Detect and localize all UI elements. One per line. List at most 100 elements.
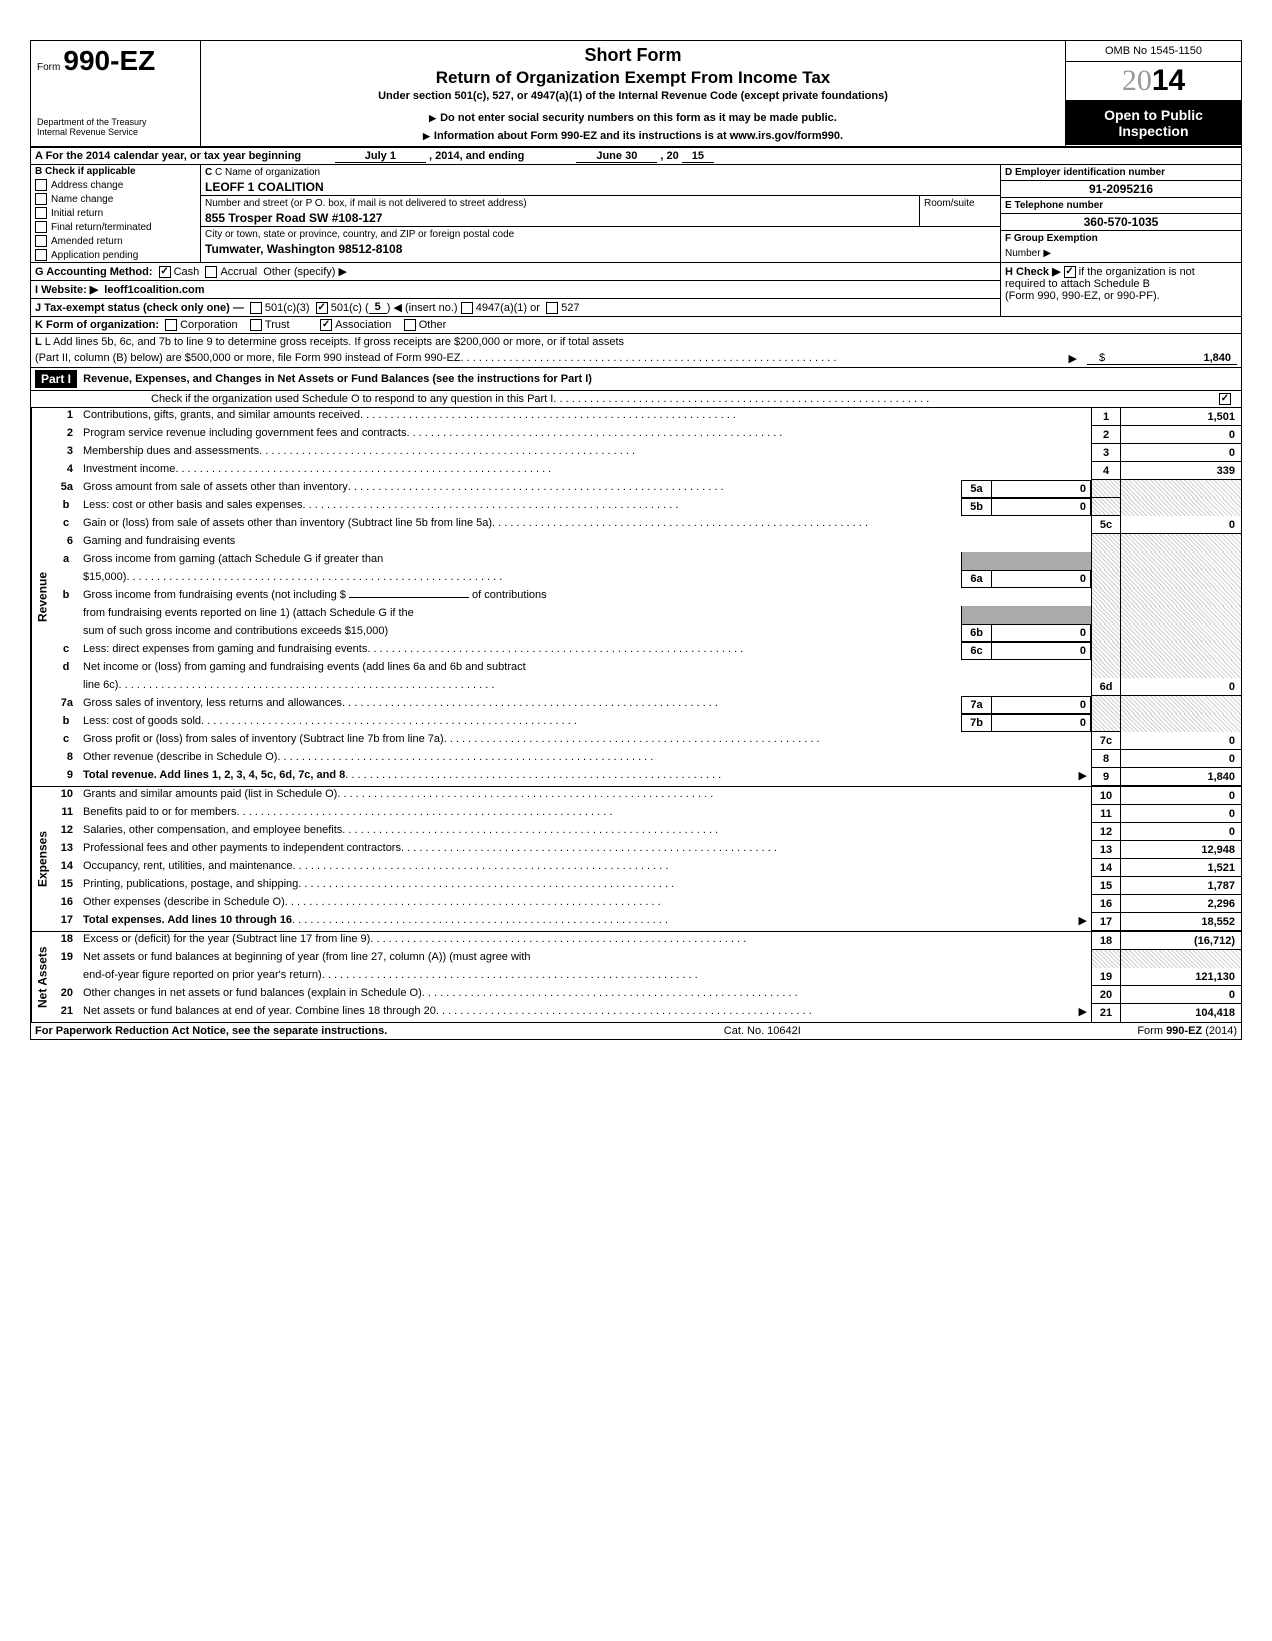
column-b: B Check if applicable Address change Nam… [31, 165, 201, 262]
expenses-label: Expenses [31, 787, 53, 931]
expenses-section: Expenses 10 Grants and similar amounts p… [31, 786, 1241, 931]
checkbox-other-org[interactable] [404, 319, 416, 331]
room-suite [920, 211, 1000, 227]
f-label: F Group Exemption [1001, 231, 1241, 246]
checkbox-501c3[interactable] [250, 302, 262, 314]
tax-year-yr: 15 [682, 150, 714, 163]
line-10: 10 Grants and similar amounts paid (list… [53, 787, 1241, 805]
net-assets-section: Net Assets 18 Excess or (deficit) for th… [31, 931, 1241, 1022]
line-l-2: (Part II, column (B) below) are $500,000… [31, 350, 1241, 368]
form-number: 990-EZ [63, 45, 155, 76]
open-to-public: Open to Public Inspection [1066, 101, 1241, 145]
checkbox-527[interactable] [546, 302, 558, 314]
footer-left: For Paperwork Reduction Act Notice, see … [35, 1025, 387, 1037]
dept-irs: Internal Revenue Service [37, 127, 194, 137]
checkbox-schedule-b[interactable] [1064, 266, 1076, 278]
line-6a-2: $15,000) 6a 0 [53, 570, 1241, 588]
checkbox-4947[interactable] [461, 302, 473, 314]
line-a-suffix: , 20 [660, 150, 678, 162]
omb-number: OMB No 1545-1150 [1066, 41, 1241, 62]
line-6c: c Less: direct expenses from gaming and … [53, 642, 1241, 660]
expenses-lines: 10 Grants and similar amounts paid (list… [53, 787, 1241, 931]
form-header: Form 990-EZ Department of the Treasury I… [31, 41, 1241, 148]
line-a: A For the 2014 calendar year, or tax yea… [31, 148, 1241, 165]
column-de: D Employer identification number 91-2095… [1001, 165, 1241, 262]
line-a-mid: , 2014, and ending [429, 150, 524, 162]
form-990ez: Form 990-EZ Department of the Treasury I… [30, 40, 1242, 1040]
line-5a: 5a Gross amount from sale of assets othe… [53, 480, 1241, 498]
tax-year-begin: July 1 [335, 150, 426, 163]
line-6d-2: line 6c) 6d 0 [53, 678, 1241, 696]
net-assets-lines: 18 Excess or (deficit) for the year (Sub… [53, 932, 1241, 1022]
line-20: 20 Other changes in net assets or fund b… [53, 986, 1241, 1004]
title-cell: Short Form Return of Organization Exempt… [201, 41, 1066, 146]
open-line2: Inspection [1070, 123, 1237, 139]
line-h: H Check ▶ if the organization is not req… [1001, 263, 1241, 316]
chk-final-return: Final return/terminated [31, 220, 200, 234]
f-label2: Number ▶ [1001, 246, 1241, 261]
line-19-1: 19 Net assets or fund balances at beginn… [53, 950, 1241, 968]
year-suffix: 14 [1152, 64, 1185, 97]
form-number-cell: Form 990-EZ Department of the Treasury I… [31, 41, 201, 146]
g-label: G Accounting Method: [35, 266, 153, 278]
checkbox-cash[interactable] [159, 266, 171, 278]
line-6a-1: a Gross income from gaming (attach Sched… [53, 552, 1241, 570]
part-1-title: Revenue, Expenses, and Changes in Net As… [83, 373, 592, 385]
line-j: J Tax-exempt status (check only one) — 5… [31, 299, 1000, 316]
checkbox-501c[interactable] [316, 302, 328, 314]
ssn-notice: Do not enter social security numbers on … [209, 112, 1057, 124]
line-k: K Form of organization: Corporation Trus… [31, 317, 1241, 334]
line-3: 3 Membership dues and assessments 3 0 [53, 444, 1241, 462]
return-title: Return of Organization Exempt From Incom… [209, 68, 1057, 88]
short-form-title: Short Form [209, 45, 1057, 66]
ein: 91-2095216 [1001, 181, 1241, 198]
checkbox-accrual[interactable] [205, 266, 217, 278]
revenue-label: Revenue [31, 408, 53, 786]
line-7b: b Less: cost of goods sold 7b 0 [53, 714, 1241, 732]
line-6b-1: b Gross income from fundraising events (… [53, 588, 1241, 606]
info-link: Information about Form 990-EZ and its in… [209, 130, 1057, 142]
line-17: 17 Total expenses. Add lines 10 through … [53, 913, 1241, 931]
i-label: I Website: ▶ [35, 283, 98, 296]
org-name: LEOFF 1 COALITION [201, 180, 1000, 196]
tax-year: 2014 [1066, 62, 1241, 101]
part-1-check: Check if the organization used Schedule … [31, 391, 1241, 408]
line-4: 4 Investment income 4 339 [53, 462, 1241, 480]
checkbox-schedule-o[interactable] [1219, 393, 1231, 405]
line-11: 11 Benefits paid to or for members 11 0 [53, 805, 1241, 823]
info-grid: B Check if applicable Address change Nam… [31, 165, 1241, 263]
street-address: 855 Trosper Road SW #108-127 [201, 211, 919, 227]
checkbox-icon[interactable] [35, 249, 47, 261]
form-footer: For Paperwork Reduction Act Notice, see … [31, 1022, 1241, 1039]
street-label: Number and street (or P O. box, if mail … [201, 196, 919, 211]
city-state-zip: Tumwater, Washington 98512-8108 [201, 242, 1000, 257]
line-5c: c Gain or (loss) from sale of assets oth… [53, 516, 1241, 534]
under-section: Under section 501(c), 527, or 4947(a)(1)… [209, 90, 1057, 102]
room-label: Room/suite [920, 196, 1000, 211]
checkbox-icon[interactable] [35, 235, 47, 247]
footer-mid: Cat. No. 10642I [724, 1025, 801, 1037]
form-label: Form [37, 62, 60, 73]
chk-initial-return: Initial return [31, 206, 200, 220]
line-8: 8 Other revenue (describe in Schedule O)… [53, 750, 1241, 768]
line-7c: c Gross profit or (loss) from sales of i… [53, 732, 1241, 750]
year-prefix: 20 [1122, 64, 1152, 97]
line-6d-1: d Net income or (loss) from gaming and f… [53, 660, 1241, 678]
line-21: 21 Net assets or fund balances at end of… [53, 1004, 1241, 1022]
checkbox-assoc[interactable] [320, 319, 332, 331]
checkbox-trust[interactable] [250, 319, 262, 331]
line-6b-2: from fundraising events reported on line… [53, 606, 1241, 624]
tax-year-end: June 30 [576, 150, 657, 163]
line-a-label: A For the 2014 calendar year, or tax yea… [35, 150, 301, 162]
website: leoff1coalition.com [104, 284, 204, 296]
checkbox-corp[interactable] [165, 319, 177, 331]
line-19-2: end-of-year figure reported on prior yea… [53, 968, 1241, 986]
line-18: 18 Excess or (deficit) for the year (Sub… [53, 932, 1241, 950]
line-7a: 7a Gross sales of inventory, less return… [53, 696, 1241, 714]
checkbox-icon[interactable] [35, 221, 47, 233]
checkbox-icon[interactable] [35, 193, 47, 205]
checkbox-icon[interactable] [35, 179, 47, 191]
checkbox-icon[interactable] [35, 207, 47, 219]
e-label: E Telephone number [1001, 198, 1241, 214]
line-l-1: L L Add lines 5b, 6c, and 7b to line 9 t… [31, 334, 1241, 350]
